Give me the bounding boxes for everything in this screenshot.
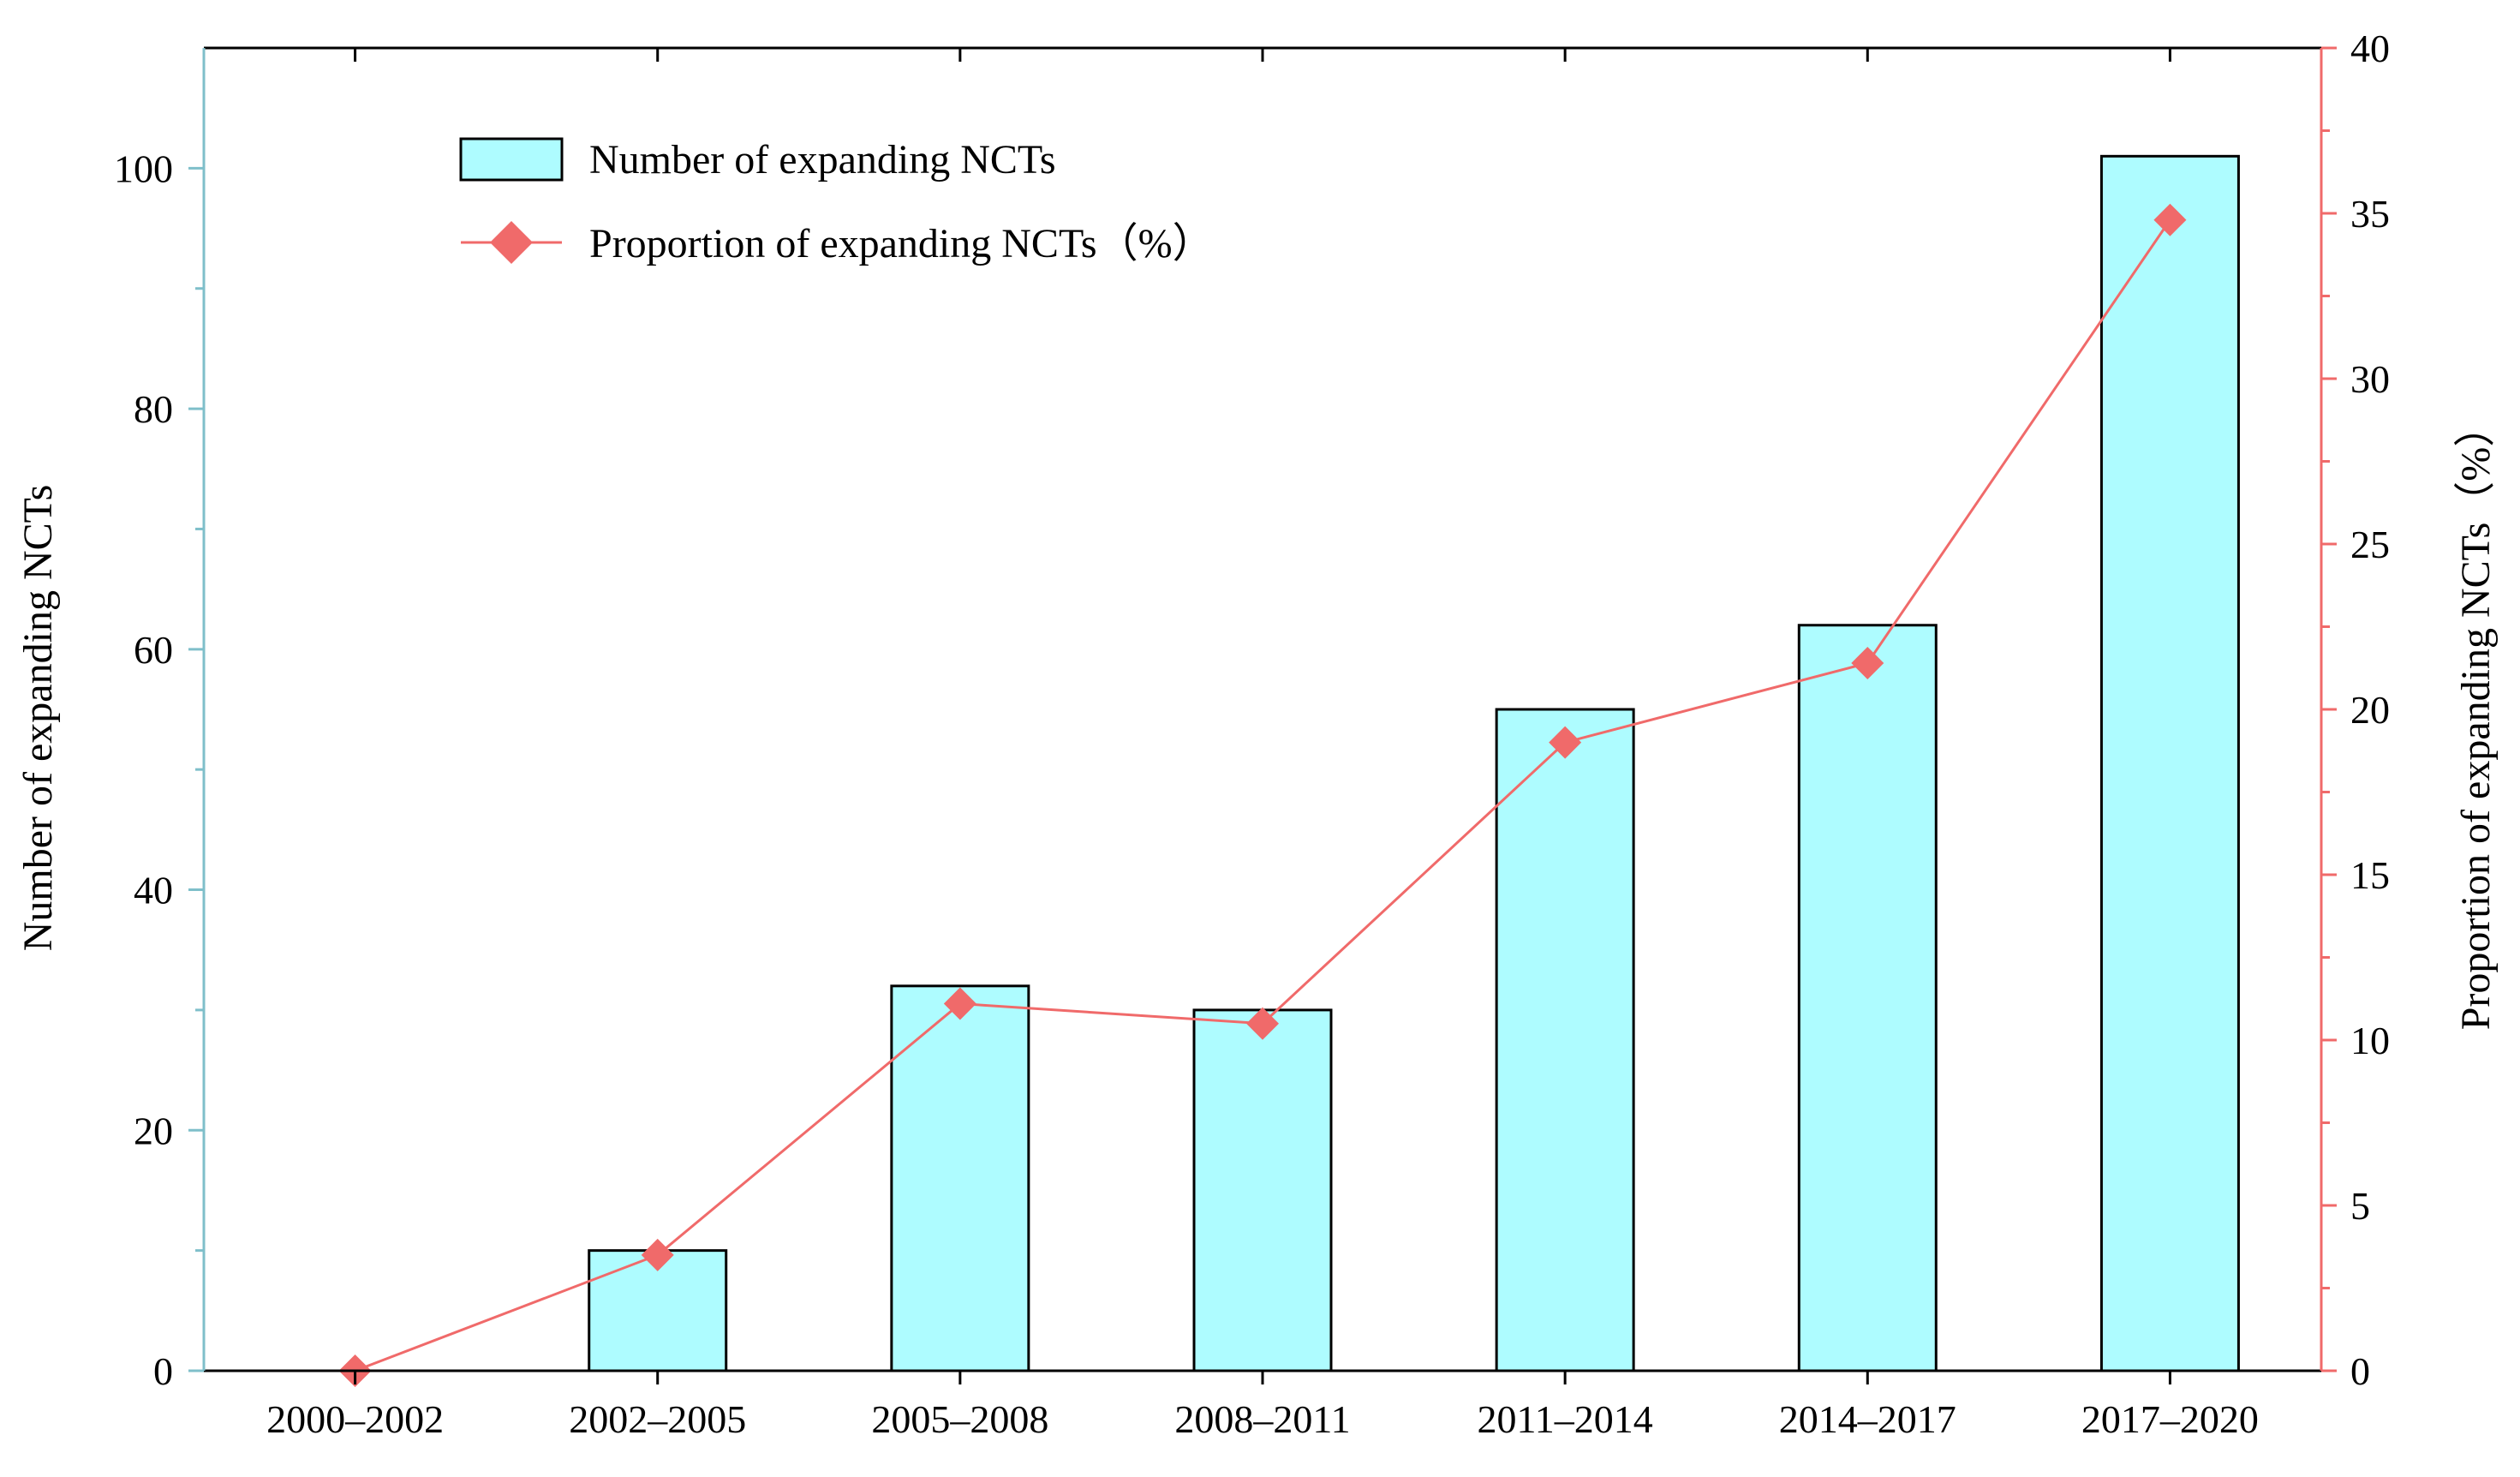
legend: Number of expanding NCTs Proportion of e…	[459, 137, 1214, 266]
x-tick-label: 2008–2011	[1174, 1397, 1350, 1441]
x-tick-label: 2011–2014	[1477, 1397, 1652, 1441]
x-tick-label: 2002–2005	[569, 1397, 746, 1441]
right-tick-label: 30	[2350, 357, 2390, 401]
right-tick-label: 10	[2350, 1019, 2390, 1062]
legend-bar-swatch	[459, 137, 564, 182]
bar	[2099, 154, 2240, 1372]
legend-label-line: Proportion of expanding NCTs（%）	[589, 221, 1214, 266]
left-tick-label: 0	[153, 1349, 173, 1393]
x-tick-label: 2017–2020	[2081, 1397, 2259, 1441]
left-tick-label: 20	[134, 1109, 173, 1152]
x-axis-ticks: 2000–2002 2002–2005 2005–2008 2008–2011 2011…	[266, 48, 2259, 1441]
x-tick-label: 2005–2008	[871, 1397, 1048, 1441]
bar	[1797, 624, 1938, 1372]
right-axis-ticks: 0 5 10 15 20 25 30 35 40	[2321, 27, 2390, 1393]
left-tick-label: 60	[134, 628, 173, 672]
right-tick-label: 0	[2350, 1349, 2370, 1393]
legend-diamond-marker	[490, 221, 533, 264]
bar	[890, 984, 1030, 1372]
x-tick-label: 2000–2002	[266, 1397, 444, 1441]
line-series	[338, 203, 2187, 1387]
left-axis-ticks: 0 20 40 60 80 100	[114, 147, 204, 1393]
right-tick-label: 40	[2350, 27, 2390, 70]
legend-label-bars: Number of expanding NCTs	[589, 137, 1056, 182]
x-tick-label: 2014–2017	[1779, 1397, 1956, 1441]
data-point	[943, 987, 976, 1020]
right-tick-label: 15	[2350, 853, 2390, 897]
left-tick-label: 40	[134, 869, 173, 912]
bar	[1495, 708, 1635, 1372]
left-tick-label: 80	[134, 387, 173, 431]
right-tick-label: 25	[2350, 523, 2390, 566]
y-axis-title-right: Proportion of expanding NCTs（%）	[2453, 406, 2499, 1031]
data-point	[1246, 1007, 1279, 1040]
data-point	[2153, 203, 2187, 236]
data-point	[641, 1238, 674, 1271]
bar-series	[588, 154, 2240, 1372]
y-axis-title-left: Number of expanding NCTs	[15, 485, 61, 952]
data-point	[1549, 726, 1582, 759]
data-point	[1851, 646, 1884, 679]
right-tick-label: 5	[2350, 1184, 2370, 1228]
left-tick-label: 100	[114, 147, 173, 190]
right-tick-label: 35	[2350, 192, 2390, 236]
right-tick-label: 20	[2350, 688, 2390, 732]
bar	[1192, 1008, 1333, 1372]
